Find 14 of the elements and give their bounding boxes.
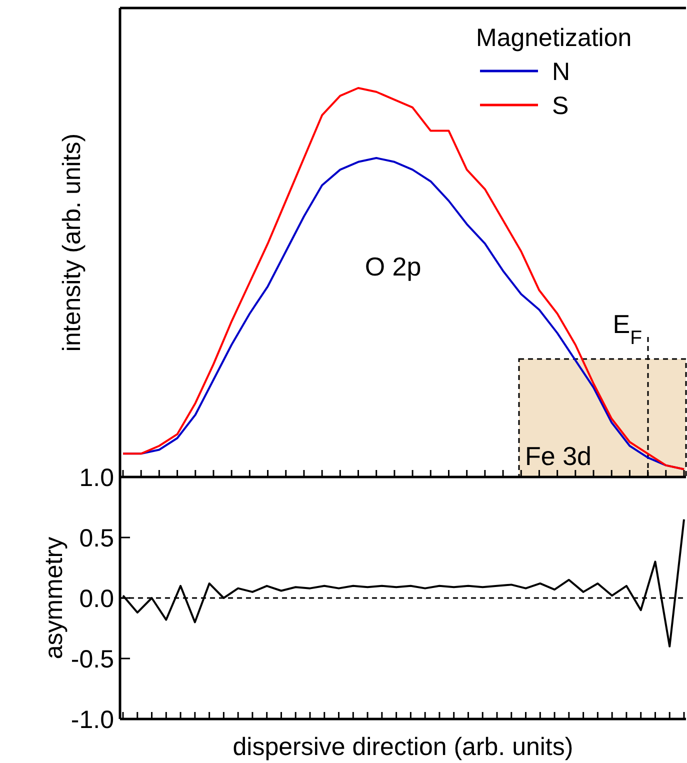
y-tick-label: -1.0 bbox=[70, 706, 114, 734]
y-tick-label: 0.0 bbox=[79, 584, 114, 613]
x-axis-title: dispersive direction (arb. units) bbox=[232, 733, 574, 761]
legend-title: Magnetization bbox=[476, 24, 632, 52]
annotation: E$_{F}$ bbox=[612, 309, 642, 349]
legend-label: S bbox=[552, 92, 569, 120]
y-axis-title: asymmetry bbox=[40, 536, 68, 660]
y-axis-title: intensity (arb. units) bbox=[58, 133, 86, 352]
annotation: Fe 3d bbox=[525, 441, 592, 471]
y-tick-label: -0.5 bbox=[70, 645, 114, 674]
y-tick-label: 0.5 bbox=[79, 524, 114, 552]
legend-label: N bbox=[552, 58, 570, 86]
annotation: O 2p bbox=[364, 251, 422, 282]
y-tick-label: 1.0 bbox=[79, 464, 114, 492]
